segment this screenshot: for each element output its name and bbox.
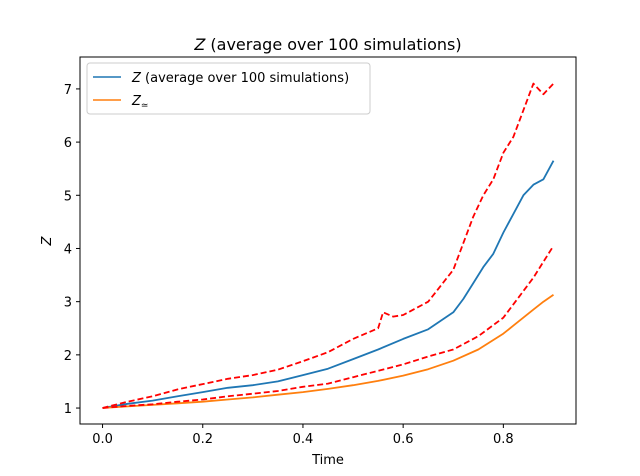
- axes-frame: [79, 56, 577, 425]
- y-tick-label: 4: [64, 242, 72, 257]
- legend-entry-approx: Z≃: [131, 94, 148, 111]
- x-tick-label: 0.8: [493, 432, 514, 447]
- x-tick-label: 0.6: [393, 432, 414, 447]
- y-tick-label: 5: [64, 189, 72, 204]
- legend-entry-approx-subscript: ≃: [141, 101, 149, 111]
- legend-box: [86, 62, 371, 115]
- y-tick-label: 6: [64, 136, 72, 151]
- x-axis: 0.0 0.2 0.4 0.6 0.8: [92, 424, 514, 447]
- series-line-lower: [102, 245, 555, 409]
- legend-entry-mean: Z (average over 100 simulations): [131, 71, 349, 86]
- y-tick-label: 7: [64, 83, 72, 98]
- chart-title-variable: Z: [193, 35, 206, 54]
- chart-title-text: (average over 100 simulations): [205, 35, 461, 54]
- series-line-z_approx: [102, 294, 555, 409]
- x-tick-label: 0.4: [293, 432, 314, 447]
- y-tick-label: 2: [64, 349, 72, 364]
- y-tick-label: 3: [64, 296, 72, 311]
- x-axis-label: Time: [311, 453, 344, 468]
- plot-area: 0.0 0.2 0.4 0.6 0.8 1 2 3 4 5 6 7: [64, 56, 577, 447]
- x-tick-label: 0.0: [92, 432, 113, 447]
- y-axis-label: Z: [40, 235, 55, 246]
- series-line-mean: [102, 160, 555, 409]
- series-layer: [102, 82, 555, 409]
- y-tick-label: 1: [64, 402, 72, 417]
- legend-entry-approx-variable: Z: [131, 94, 142, 109]
- chart-title: Z (average over 100 simulations): [193, 35, 461, 54]
- legend-entry-mean-variable: Z: [131, 71, 142, 86]
- series-line-upper: [102, 82, 555, 409]
- legend-entry-mean-text: (average over 100 simulations): [141, 71, 349, 86]
- y-axis: 1 2 3 4 5 6 7: [64, 83, 80, 417]
- legend: Z (average over 100 simulations) Z≃: [86, 62, 371, 115]
- x-tick-label: 0.2: [192, 432, 213, 447]
